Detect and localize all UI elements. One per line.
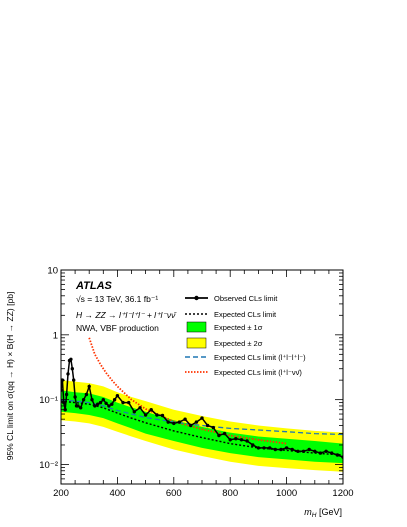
observed-point	[313, 449, 317, 453]
observed-point	[63, 408, 67, 412]
observed-point	[73, 395, 77, 399]
legend-expllvv-label: Expected CLs limit (l⁺l⁻νν̄)	[214, 368, 302, 377]
observed-point	[112, 398, 117, 402]
observed-point	[96, 402, 100, 406]
legend-band2-label: Expected ± 2σ	[214, 339, 263, 348]
observed-point	[234, 437, 238, 441]
observed-point	[273, 447, 277, 452]
observed-point	[318, 451, 323, 455]
observed-point	[200, 416, 204, 420]
y-axis-label: 95% CL limit on σ(qq → H) × B(H → ZZ) [p…	[5, 292, 15, 461]
x-tick-label: 800	[222, 488, 238, 499]
observed-point	[189, 423, 193, 428]
observed-point	[177, 420, 182, 424]
observed-point	[228, 438, 232, 442]
production-label: NWA, VBF production	[76, 323, 159, 333]
observed-point	[121, 400, 125, 405]
observed-point	[324, 449, 328, 453]
y-tick-label: 1	[53, 330, 58, 341]
observed-point	[160, 413, 165, 418]
x-axis-label: mH [GeV]	[304, 507, 342, 519]
observed-point	[155, 413, 159, 417]
x-tick-label: 1200	[332, 488, 353, 499]
observed-point	[87, 384, 91, 389]
y-tick-label: 10⁻¹	[39, 395, 58, 406]
x-tick-label: 200	[53, 488, 69, 499]
observed-point	[69, 357, 73, 361]
observed-point	[211, 425, 215, 430]
observed-point	[138, 406, 142, 410]
expected-llvv-line	[88, 337, 287, 445]
observed-point	[81, 398, 86, 402]
observed-point	[107, 404, 111, 408]
legend-band1-label: Expected ± 1σ	[214, 323, 263, 332]
observed-point	[76, 404, 80, 408]
observed-point	[132, 410, 136, 414]
legend-observed-marker	[194, 295, 199, 301]
observed-point	[143, 413, 148, 417]
observed-point	[104, 401, 108, 405]
observed-point	[217, 433, 221, 438]
legend: Observed CLs limit Expected CLs limit Ex…	[185, 294, 306, 377]
observed-point	[251, 443, 255, 447]
observed-point	[268, 446, 272, 450]
legend-observed-label: Observed CLs limit	[214, 294, 278, 303]
x-tick-label: 600	[166, 488, 182, 499]
observed-point	[262, 446, 266, 450]
observed-point	[64, 392, 69, 397]
observed-point	[279, 447, 283, 452]
observed-point	[194, 420, 199, 424]
observed-point	[330, 451, 334, 455]
energy-lumi-label: √s = 13 TeV, 36.1 fb⁻¹	[76, 294, 158, 304]
observed-point	[296, 449, 300, 453]
legend-band2-swatch	[186, 337, 207, 349]
observed-point	[301, 449, 306, 453]
x-tick-label: 400	[109, 488, 125, 499]
observed-point	[307, 447, 311, 452]
experiment-label: ATLAS	[75, 280, 113, 292]
observed-point	[256, 446, 261, 450]
observed-point	[72, 378, 76, 382]
x-tick-label: 1000	[276, 488, 297, 499]
observed-point	[205, 423, 210, 428]
observed-point	[245, 439, 249, 443]
observed-point	[127, 400, 131, 405]
observed-point	[183, 417, 187, 421]
observed-point	[110, 402, 114, 406]
observed-point	[172, 421, 176, 426]
legend-exp4l-label: Expected CLs limit (l⁺l⁻l⁺l⁻)	[214, 353, 306, 362]
y-tick-label: 10	[47, 266, 58, 277]
observed-point	[84, 392, 89, 397]
observed-point	[149, 408, 153, 412]
observed-point	[79, 406, 83, 410]
observed-point	[90, 398, 94, 402]
observed-point	[290, 447, 294, 452]
observed-point	[93, 404, 97, 408]
y-tick-label: 10⁻²	[39, 460, 58, 471]
observed-point	[239, 438, 244, 442]
observed-point	[166, 420, 170, 424]
process-label: H → ZZ → l⁺l⁻l⁺l⁻ + l⁺l⁻νν̄	[76, 310, 177, 320]
observed-point	[101, 398, 106, 402]
observed-point	[284, 446, 289, 450]
observed-point	[115, 394, 120, 398]
observed-point	[222, 431, 227, 436]
observed-point	[98, 400, 103, 405]
legend-band1-swatch	[186, 321, 207, 333]
legend-expected-label: Expected CLs limit	[214, 310, 277, 319]
observed-point	[66, 372, 70, 376]
observed-point	[335, 453, 340, 457]
observed-point	[70, 367, 75, 371]
